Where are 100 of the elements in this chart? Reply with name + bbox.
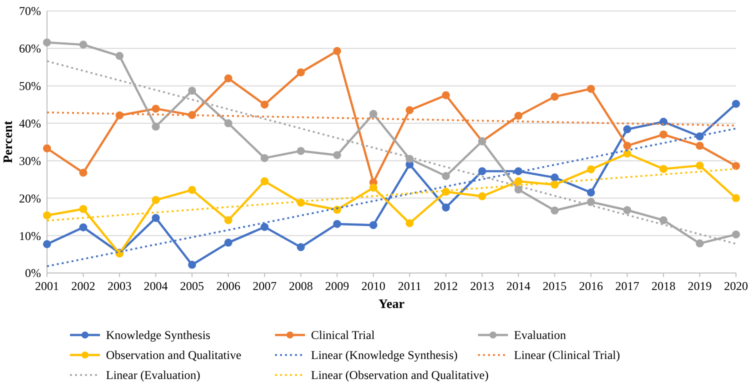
point [696, 132, 704, 140]
point [586, 165, 595, 174]
y-tick-label: 60% [19, 42, 41, 56]
legend-label: Linear (Knowledge Synthesis) [311, 348, 458, 362]
x-tick-label: 2001 [35, 279, 59, 293]
x-tick-label: 2004 [144, 279, 168, 293]
point [79, 168, 88, 177]
point [586, 198, 595, 206]
point [369, 221, 378, 230]
point [550, 206, 559, 214]
point [369, 110, 378, 118]
point [260, 177, 269, 186]
point [152, 122, 160, 131]
point [514, 167, 522, 176]
point [79, 204, 88, 213]
point [79, 223, 88, 232]
point [623, 150, 632, 158]
point [152, 196, 160, 204]
y-axis-title: Percent [0, 120, 15, 164]
point [659, 164, 668, 173]
x-tick-label: 2006 [216, 279, 240, 293]
point [659, 130, 668, 139]
point [623, 142, 632, 150]
point [224, 74, 232, 82]
point [478, 167, 486, 176]
point [116, 52, 124, 60]
y-tick-label: 0% [25, 266, 41, 280]
point [296, 243, 305, 252]
point [442, 91, 450, 100]
point [188, 186, 196, 194]
legend-label: Observation and Qualitative [106, 348, 242, 362]
point [514, 112, 522, 120]
point [732, 162, 740, 170]
y-tick-label: 40% [19, 116, 41, 130]
x-tick-label: 2011 [398, 279, 422, 293]
y-tick-label: 10% [19, 228, 41, 243]
point [732, 100, 740, 108]
point [732, 194, 740, 202]
point [43, 240, 51, 248]
legend-label: Linear (Evaluation) [106, 368, 200, 382]
x-axis-title: Year [378, 296, 405, 311]
x-tick-label: 2019 [688, 279, 712, 293]
point [333, 47, 342, 56]
point [260, 222, 269, 231]
point [43, 211, 51, 220]
point [514, 177, 522, 186]
y-tick-label: 20% [19, 191, 41, 206]
point [623, 125, 632, 134]
point [406, 106, 414, 114]
x-tick-label: 2010 [361, 279, 386, 293]
x-tick-label: 2002 [71, 279, 96, 293]
x-tick-label: 2005 [180, 279, 204, 293]
x-tick-label: 2007 [252, 279, 277, 293]
point [188, 260, 196, 269]
point [696, 239, 704, 248]
point [696, 162, 704, 170]
y-tick-label: 50% [19, 79, 41, 94]
x-tick-label: 2017 [615, 279, 640, 293]
y-tick-label: 70% [19, 4, 41, 18]
x-tick-label: 2013 [470, 279, 494, 293]
legend-label: Linear (Clinical Trial) [514, 348, 620, 362]
point [550, 92, 559, 101]
point [406, 154, 414, 163]
y-tick-label: 30% [19, 154, 41, 168]
point [623, 206, 632, 214]
x-tick-label: 2003 [108, 279, 132, 293]
legend-label: Knowledge Synthesis [106, 328, 211, 342]
point [406, 219, 414, 228]
legend-label: Evaluation [514, 328, 566, 342]
point [333, 220, 342, 228]
point [43, 144, 51, 152]
point [152, 104, 160, 113]
point [224, 238, 232, 247]
point [659, 216, 668, 224]
legend-label: Linear (Observation and Qualitative) [311, 368, 489, 382]
point [442, 172, 450, 180]
point [732, 230, 740, 238]
x-tick-label: 2015 [542, 279, 567, 293]
point [260, 100, 269, 109]
point [152, 214, 160, 222]
point [296, 146, 305, 155]
x-tick-label: 2016 [578, 279, 603, 293]
point [369, 184, 378, 192]
x-tick-label: 2012 [434, 279, 458, 293]
point [79, 40, 88, 49]
point [224, 216, 232, 224]
point [116, 111, 124, 120]
point [188, 86, 196, 95]
legend-label: Clinical Trial [311, 328, 376, 342]
point [696, 142, 704, 150]
x-tick-label: 2008 [288, 279, 313, 293]
point [550, 174, 559, 182]
point [43, 38, 51, 46]
x-tick-label: 2020 [724, 279, 748, 293]
x-tick-label: 2018 [651, 279, 676, 293]
point [224, 119, 232, 128]
point [333, 151, 342, 160]
point [260, 154, 269, 162]
point [659, 118, 668, 126]
point [442, 204, 450, 212]
